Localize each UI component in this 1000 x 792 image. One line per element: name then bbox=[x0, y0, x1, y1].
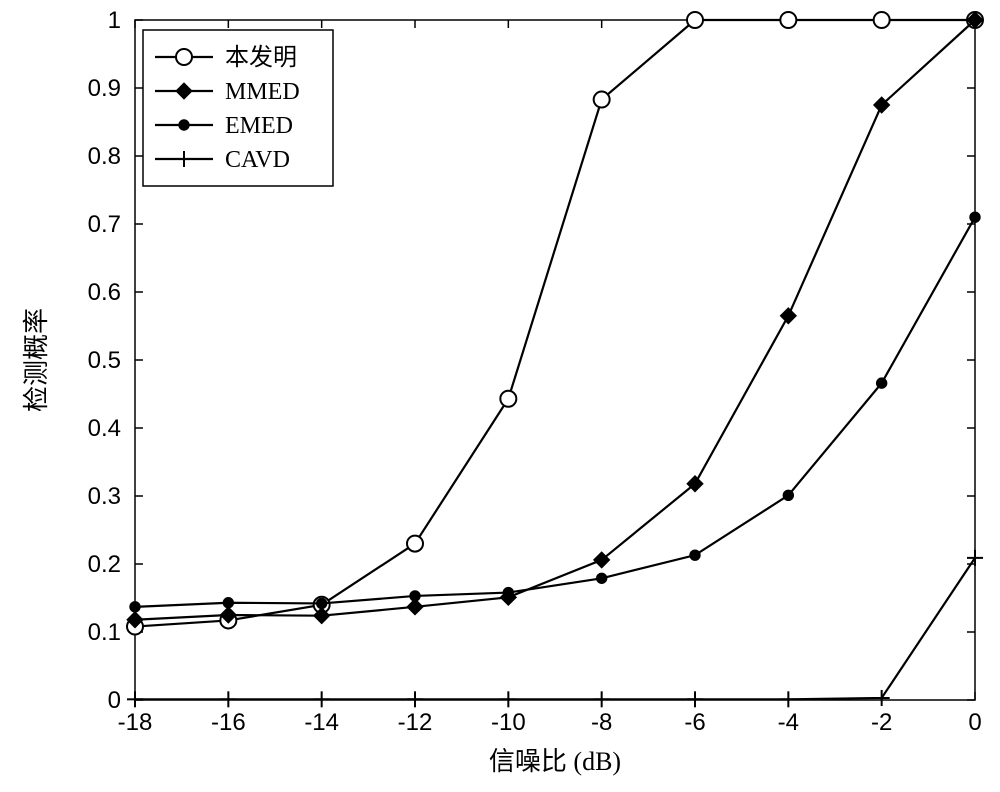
x-axis-label: 信噪比 (dB) bbox=[489, 747, 621, 776]
xtick-label: 0 bbox=[968, 709, 981, 736]
xtick-label: -2 bbox=[871, 709, 892, 736]
ytick-label: 1 bbox=[108, 7, 121, 34]
ytick-label: 0.2 bbox=[88, 551, 121, 578]
xtick-label: -16 bbox=[211, 709, 246, 736]
y-axis-label: 检测概率 bbox=[22, 308, 51, 412]
ytick-label: 0.5 bbox=[88, 347, 121, 374]
xtick-label: -12 bbox=[398, 709, 433, 736]
xtick-label: -14 bbox=[304, 709, 339, 736]
ytick-label: 0.6 bbox=[88, 279, 121, 306]
xtick-label: -4 bbox=[778, 709, 799, 736]
ytick-label: 0.9 bbox=[88, 75, 121, 102]
legend-label: 本发明 bbox=[225, 44, 297, 71]
ytick-label: 0.1 bbox=[88, 619, 121, 646]
legend-label: EMED bbox=[225, 113, 293, 139]
xtick-label: -18 bbox=[118, 709, 153, 736]
xtick-label: -8 bbox=[591, 709, 612, 736]
ytick-label: 0.3 bbox=[88, 483, 121, 510]
xtick-label: -10 bbox=[491, 709, 526, 736]
ytick-label: 0 bbox=[108, 687, 121, 714]
series-CAVD bbox=[127, 550, 983, 707]
ytick-label: 0.8 bbox=[88, 143, 121, 170]
legend-label: MMED bbox=[225, 79, 300, 105]
ytick-label: 0.4 bbox=[88, 415, 121, 442]
line-chart: -18 -16 -14 -12 -10 -8 -6 -4 -2 0 0 0.1 0.2 0.3 0.4 0.5… bbox=[0, 0, 1000, 792]
legend-label: CAVD bbox=[225, 147, 290, 173]
series-EMED bbox=[130, 212, 980, 612]
ytick-label: 0.7 bbox=[88, 211, 121, 238]
legend: 本发明 MMED EMED CAVD bbox=[143, 30, 333, 186]
chart-container: -18 -16 -14 -12 -10 -8 -6 -4 -2 0 0 0.1 0.2 0.3 0.4 0.5… bbox=[0, 0, 1000, 792]
xtick-label: -6 bbox=[684, 709, 705, 736]
